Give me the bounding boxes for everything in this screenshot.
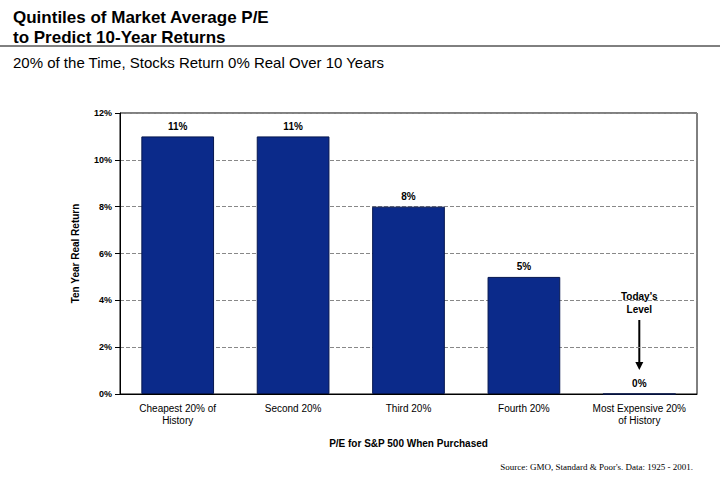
svg-text:8%: 8% [401,191,416,202]
svg-text:Third 20%: Third 20% [386,403,432,414]
svg-text:of History: of History [618,415,660,426]
svg-text:Level: Level [627,304,653,315]
svg-text:Quintiles of Market Average P/: Quintiles of Market Average P/E [13,8,269,27]
svg-text:11%: 11% [168,121,188,132]
svg-text:11%: 11% [283,121,303,132]
svg-text:6%: 6% [99,249,112,259]
svg-text:to Predict 10-Year Returns: to Predict 10-Year Returns [13,28,226,47]
svg-text:Second 20%: Second 20% [265,403,322,414]
svg-text:8%: 8% [99,202,112,212]
svg-text:12%: 12% [94,108,112,118]
svg-text:Today's: Today's [621,291,658,302]
svg-text:Fourth 20%: Fourth 20% [498,403,550,414]
svg-text:0%: 0% [632,378,647,389]
svg-text:P/E for S&P 500 When Purchased: P/E for S&P 500 When Purchased [329,438,488,449]
svg-text:2%: 2% [99,342,112,352]
svg-text:History: History [162,415,193,426]
svg-text:5%: 5% [517,261,532,272]
svg-text:4%: 4% [99,295,112,305]
svg-text:Most Expensive 20%: Most Expensive 20% [593,403,686,414]
svg-text:10%: 10% [94,155,112,165]
svg-text:Cheapest 20% of: Cheapest 20% of [139,403,216,414]
svg-text:0%: 0% [99,389,112,399]
svg-text:Ten Year Real Return: Ten Year Real Return [70,204,81,304]
svg-text:20% of the Time, Stocks Return: 20% of the Time, Stocks Return 0% Real O… [13,54,384,71]
svg-text:Source: GMO, Standard & Poor's: Source: GMO, Standard & Poor's. Data: 19… [500,462,693,472]
